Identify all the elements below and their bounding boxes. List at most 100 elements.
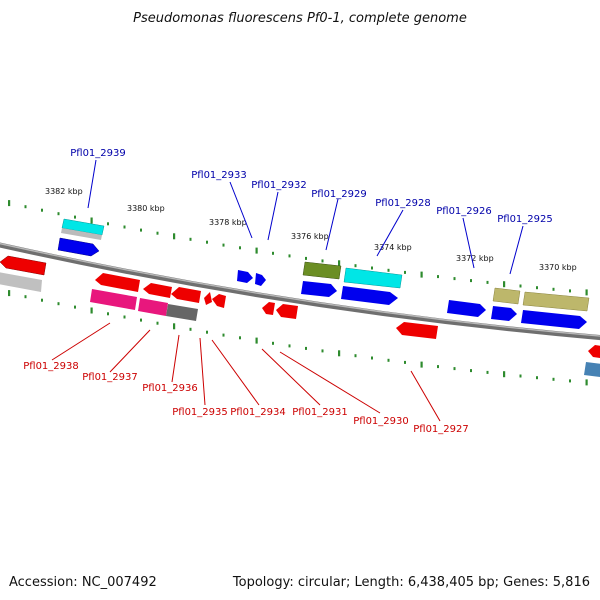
- genome-summary-text: Topology: circular; Length: 6,438,405 bp…: [232, 575, 590, 590]
- minor-tick: [486, 280, 489, 284]
- gene-label-pfl01-2931[interactable]: Pfl01_2931: [292, 407, 348, 418]
- gene-label-pfl01-2926[interactable]: Pfl01_2926: [436, 206, 492, 217]
- minor-tick: [470, 279, 472, 283]
- minor-tick: [437, 275, 439, 279]
- gene-block[interactable]: [0, 272, 42, 292]
- gene-block[interactable]: [396, 322, 438, 339]
- gene-block[interactable]: [90, 289, 137, 310]
- gene-label-pfl01-2928[interactable]: Pfl01_2928: [375, 198, 431, 209]
- gene-block[interactable]: [171, 287, 201, 303]
- gene-label-pfl01-2934[interactable]: Pfl01_2934: [230, 407, 286, 418]
- gene-label-pfl01-2937[interactable]: Pfl01_2937: [82, 372, 138, 383]
- minor-tick: [222, 333, 225, 337]
- minor-tick: [536, 376, 538, 380]
- inner-scale-ticks: [8, 290, 588, 386]
- minor-tick: [371, 356, 373, 360]
- gene-block[interactable]: [343, 267, 403, 289]
- gene-block[interactable]: [212, 294, 226, 308]
- gene-label-pfl01-2927[interactable]: Pfl01_2927: [413, 424, 469, 435]
- gene-label-pfl01-2935[interactable]: Pfl01_2935: [172, 407, 228, 418]
- gene-label-pfl01-2939[interactable]: Pfl01_2939: [70, 148, 126, 159]
- major-tick: [255, 337, 258, 344]
- minor-tick: [552, 287, 555, 291]
- minor-tick: [453, 277, 456, 281]
- gene-label-pfl01-2938[interactable]: Pfl01_2938: [23, 361, 79, 372]
- minor-tick: [41, 208, 43, 212]
- scale-label-3370: 3370 kbp: [539, 263, 577, 272]
- gene-label-pfl01-2933[interactable]: Pfl01_2933: [191, 170, 247, 181]
- forward-label-leaders: [87, 159, 524, 275]
- scale-label-3376: 3376 kbp: [291, 232, 329, 241]
- gene-block[interactable]: [138, 298, 168, 316]
- gene-block[interactable]: [276, 304, 298, 319]
- minor-tick: [107, 312, 109, 316]
- gene-label-pfl01-2925[interactable]: Pfl01_2925: [497, 214, 553, 225]
- gene-label-pfl01-2932[interactable]: Pfl01_2932: [251, 180, 307, 191]
- scale-label-3374: 3374 kbp: [374, 243, 412, 252]
- minor-tick: [470, 369, 472, 373]
- gene-block[interactable]: [492, 287, 521, 305]
- minor-tick: [140, 228, 142, 232]
- major-tick: [255, 247, 258, 254]
- minor-tick: [24, 295, 27, 299]
- minor-tick: [569, 379, 571, 383]
- major-tick: [420, 361, 423, 368]
- gene-block[interactable]: [61, 228, 102, 240]
- gene-block[interactable]: [166, 304, 198, 321]
- gene-block[interactable]: [302, 261, 342, 280]
- scale-label-3372: 3372 kbp: [456, 254, 494, 263]
- minor-tick: [437, 365, 439, 369]
- gene-block[interactable]: [262, 302, 275, 315]
- minor-tick: [222, 243, 225, 247]
- gene-block[interactable]: [584, 362, 600, 377]
- gene-label-pfl01-2936[interactable]: Pfl01_2936: [142, 383, 198, 394]
- major-tick: [8, 290, 11, 297]
- minor-tick: [387, 268, 390, 272]
- reverse-genes: [0, 255, 600, 377]
- gene-block[interactable]: [491, 306, 517, 321]
- minor-tick: [552, 377, 555, 381]
- minor-tick: [57, 302, 60, 306]
- gene-block[interactable]: [143, 283, 172, 298]
- minor-tick: [189, 327, 192, 331]
- major-tick: [503, 281, 506, 288]
- minor-tick: [486, 370, 489, 374]
- gene-block[interactable]: [0, 255, 47, 276]
- gene-block[interactable]: [447, 300, 486, 317]
- gene-block[interactable]: [521, 310, 587, 329]
- major-tick: [8, 200, 11, 207]
- gene-block[interactable]: [522, 291, 590, 312]
- minor-tick: [288, 344, 291, 348]
- minor-tick: [57, 212, 60, 216]
- genome-backbone: [0, 242, 600, 341]
- gene-block[interactable]: [57, 237, 100, 257]
- gene-block[interactable]: [237, 270, 253, 283]
- gene-block[interactable]: [341, 286, 398, 305]
- reverse-label-leaders: [51, 322, 441, 422]
- genome-backbone-highlight: [0, 242, 600, 337]
- major-tick: [585, 289, 588, 296]
- gene-block[interactable]: [204, 292, 212, 305]
- minor-tick: [519, 374, 522, 378]
- gene-label-pfl01-2930[interactable]: Pfl01_2930: [353, 416, 409, 427]
- minor-tick: [569, 289, 571, 293]
- gene-block[interactable]: [588, 345, 600, 358]
- major-tick: [173, 323, 176, 330]
- minor-tick: [24, 205, 27, 209]
- minor-tick: [387, 358, 390, 362]
- minor-tick: [123, 315, 126, 319]
- accession-text: Accession: NC_007492: [9, 575, 157, 590]
- gene-block[interactable]: [301, 281, 337, 297]
- minor-tick: [206, 330, 208, 334]
- gene-label-pfl01-2929[interactable]: Pfl01_2929: [311, 189, 367, 200]
- minor-tick: [354, 354, 357, 358]
- minor-tick: [107, 222, 109, 226]
- major-tick: [90, 217, 93, 224]
- gene-block[interactable]: [255, 273, 266, 286]
- gene-block[interactable]: [95, 273, 140, 292]
- major-tick: [338, 260, 341, 267]
- minor-tick: [123, 225, 126, 229]
- minor-tick: [239, 246, 241, 250]
- minor-tick: [156, 231, 159, 235]
